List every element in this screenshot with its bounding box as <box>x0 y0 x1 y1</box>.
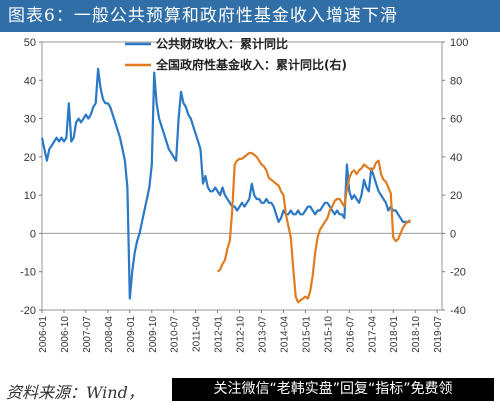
footer: 资料来源：Wind， 关注微信“老韩实盘”回复“指标”免费领 <box>0 376 500 403</box>
x-tick-label: 2006-01 <box>38 316 49 353</box>
legend: 公共财政收入：累计同比 全国政府性基金收入：累计同比(右) <box>125 36 347 72</box>
y-right-tick-label: 0 <box>450 228 456 240</box>
x-tick-label: 2009-10 <box>148 316 159 353</box>
y-axis-right: -40 -20 0 20 40 60 80 100 <box>442 37 468 317</box>
x-tick-label: 2006-10 <box>60 316 71 353</box>
series-line-public-revenue <box>40 67 411 300</box>
x-tick-label: 2012-10 <box>236 316 247 353</box>
x-tick-label: 2012-01 <box>214 316 225 353</box>
y-left-tick-label: 0 <box>30 228 36 240</box>
x-tick-label: 2015-01 <box>301 316 312 353</box>
legend-label-fund: 全国政府性基金收入：累计同比(右) <box>155 57 347 72</box>
x-tick-label: 2013-07 <box>258 316 269 353</box>
y-right-tick-label: -40 <box>450 305 466 317</box>
chart-area: -20 -10 0 10 20 30 40 50 -40 -20 0 20 40 60 80 100 200… <box>20 36 468 353</box>
y-right-tick-label: 40 <box>450 152 462 164</box>
x-tick-label: 2008-04 <box>104 316 115 353</box>
series-line-fund-revenue <box>216 151 411 304</box>
chart-title: 图表6：一般公共预算和政府性基金收入增速下滑 <box>8 6 398 26</box>
y-left-tick-label: 20 <box>24 152 36 164</box>
y-left-tick-label: -10 <box>20 267 36 279</box>
series-lines <box>40 67 411 304</box>
x-tick-label: 2014-04 <box>279 316 290 353</box>
gridlines <box>41 41 443 311</box>
y-right-tick-label: -20 <box>450 267 466 279</box>
x-tick-label: 2016-07 <box>345 316 356 353</box>
source-note: 资料来源：Wind， <box>6 383 144 402</box>
x-tick-label: 2018-10 <box>411 316 422 353</box>
y-left-tick-label: -20 <box>20 305 36 317</box>
x-tick-label: 2015-10 <box>323 316 334 353</box>
x-tick-label: 2010-07 <box>170 316 181 353</box>
x-axis: 2006-01 2006-10 2007-07 2008-04 2009-01 2009-… <box>38 310 444 353</box>
y-left-tick-label: 10 <box>24 190 36 202</box>
title-bar: 图表6：一般公共预算和政府性基金收入增速下滑 <box>0 0 500 32</box>
x-tick-label: 2019-07 <box>433 316 444 353</box>
y-right-tick-label: 100 <box>450 37 468 49</box>
y-left-tick-label: 40 <box>24 75 36 87</box>
x-tick-label: 2018-01 <box>389 316 400 353</box>
x-tick-label: 2009-01 <box>126 316 137 353</box>
legend-label-public: 公共财政收入：累计同比 <box>156 36 288 51</box>
y-right-tick-label: 60 <box>450 114 462 126</box>
x-tick-label: 2007-07 <box>82 316 93 353</box>
y-right-tick-label: 80 <box>450 75 462 87</box>
y-right-tick-label: 20 <box>450 190 462 202</box>
y-left-tick-label: 50 <box>24 37 36 49</box>
watermark-banner: 关注微信“老韩实盘”回复“指标”免费领 <box>172 378 494 401</box>
y-left-tick-label: 30 <box>24 114 36 126</box>
x-tick-label: 2011-04 <box>192 316 203 352</box>
x-tick-label: 2017-04 <box>367 316 378 353</box>
y-axis-left: -20 -10 0 10 20 30 40 50 <box>20 37 42 317</box>
plot-frame <box>41 41 443 311</box>
